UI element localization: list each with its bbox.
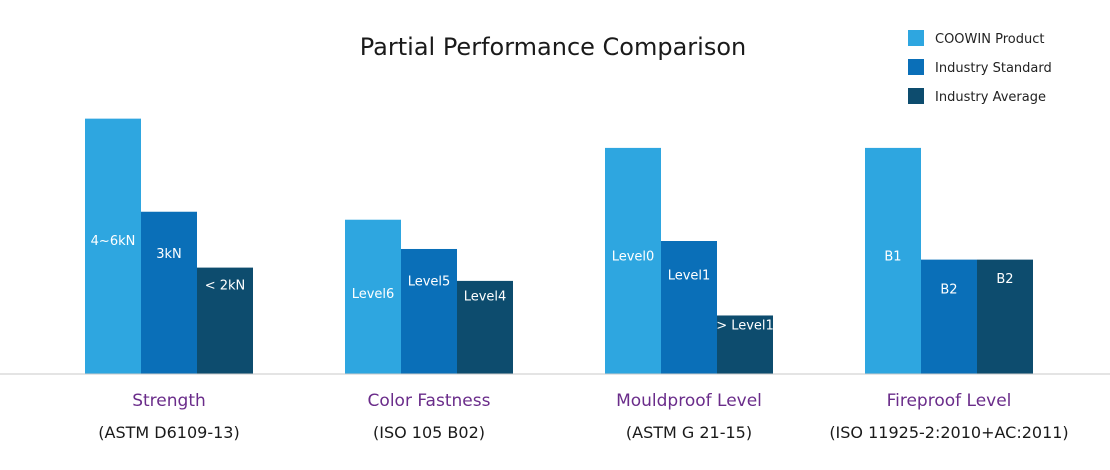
legend-swatch-1 [908, 30, 924, 46]
legend-label-3: Industry Average [935, 90, 1046, 105]
bar-1-3 [197, 267, 253, 374]
category-name-1: Strength [132, 391, 206, 411]
legend-label-2: Industry Standard [935, 61, 1052, 76]
bar-3-3 [717, 315, 773, 374]
legend-swatch-3 [908, 88, 924, 104]
bar-2-2 [401, 248, 457, 374]
chart-title: Partial Performance Comparison [360, 33, 746, 61]
category-standard-2: (ISO 105 B02) [373, 423, 485, 442]
bar-label-4-2: B2 [940, 282, 957, 297]
category-name-3: Mouldproof Level [616, 391, 762, 411]
category-labels: Strength (ASTM D6109-13) Color Fastness (IS… [98, 391, 1068, 442]
category-standard-4: (ISO 11925-2:2010+AC:2011) [829, 423, 1068, 442]
bar-4-1 [865, 147, 921, 374]
bar-label-1-2: 3kN [156, 247, 182, 262]
bar-label-2-2: Level5 [408, 274, 451, 289]
bar-label-1-3: < 2kN [205, 279, 246, 294]
bar-label-1-1: 4~6kN [91, 234, 136, 249]
bars-group: 4~6kN 3kN < 2kN Level6 Level5 Level4 Level0 Lev… [85, 118, 1033, 374]
bar-label-2-1: Level6 [352, 287, 395, 302]
bar-4-3 [977, 259, 1033, 374]
bar-2-3 [457, 280, 513, 374]
bar-3-2 [661, 241, 717, 374]
bar-label-4-1: B1 [884, 249, 901, 264]
bar-label-4-3: B2 [996, 272, 1013, 287]
legend-swatch-2 [908, 59, 924, 75]
bar-label-2-3: Level4 [464, 290, 507, 305]
category-standard-3: (ASTM G 21-15) [626, 423, 752, 442]
bar-label-3-2: Level1 [668, 269, 711, 284]
bar-label-3-1: Level0 [612, 249, 655, 264]
category-name-4: Fireproof Level [887, 391, 1012, 411]
bar-1-2 [141, 211, 197, 374]
bar-2-1 [345, 219, 401, 374]
bar-label-3-3: > Level1 [716, 318, 774, 333]
bar-4-2 [921, 259, 977, 374]
category-standard-1: (ASTM D6109-13) [98, 423, 239, 442]
bar-3-1 [605, 147, 661, 374]
legend: COOWIN Product Industry Standard Industry … [908, 30, 1052, 105]
category-name-2: Color Fastness [368, 391, 491, 411]
bar-1-1 [85, 118, 141, 374]
legend-label-1: COOWIN Product [935, 32, 1044, 47]
